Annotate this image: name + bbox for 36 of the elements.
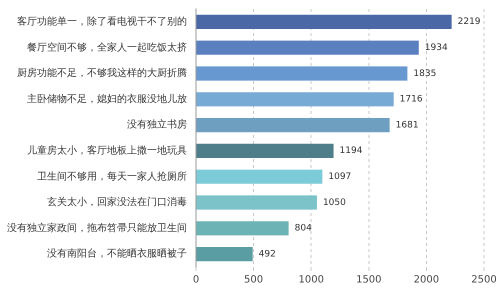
bar — [196, 66, 408, 81]
y-tick-label: 玄关太小，回家没法在门口消毒 — [47, 196, 187, 208]
bar — [196, 40, 419, 55]
bar — [196, 144, 334, 158]
x-tick-label: 0 — [192, 274, 200, 286]
data-label: 1835 — [413, 68, 436, 79]
x-tick-label: 1000 — [298, 274, 324, 286]
bar — [196, 170, 322, 184]
y-tick-label: 没有南阳台，不能晒衣服晒被子 — [47, 248, 187, 260]
y-tick-label: 厨房功能不足，不够我这样的大厨折腾 — [17, 67, 187, 80]
y-tick-label: 卫生间不够用，每天一家人抢厕所 — [37, 170, 187, 182]
data-label: 1097 — [328, 172, 352, 182]
y-tick-label: 餐厅空间不够，全家人一起吃饭太挤 — [27, 41, 187, 54]
data-label: 1681 — [396, 120, 419, 130]
data-label: 804 — [294, 224, 312, 234]
data-label: 1194 — [340, 146, 363, 156]
y-tick-label: 没有独立家政间，拖布笤帚只能放卫生间 — [7, 222, 187, 234]
x-tick-label: 500 — [244, 274, 264, 286]
data-label: 1050 — [322, 198, 346, 208]
x-tick-label: 2500 — [471, 274, 497, 286]
y-tick-label: 儿童房太小，客厅地板上撒一地玩具 — [27, 144, 187, 156]
data-label: 492 — [258, 249, 276, 260]
data-label: 1934 — [424, 43, 448, 54]
x-tick-label: 2000 — [414, 274, 440, 286]
bar — [196, 14, 452, 29]
bar — [196, 221, 289, 236]
y-tick-label: 主卧储物不足，媳妇的衣服没地儿放 — [27, 92, 187, 105]
data-label: 1716 — [400, 94, 423, 105]
bar — [196, 247, 253, 262]
bar — [196, 92, 394, 106]
y-tick-label: 客厅功能单一，除了看电视干不了别的 — [17, 15, 187, 28]
bar — [196, 118, 390, 132]
data-label: 2219 — [458, 17, 481, 28]
y-tick-label: 没有独立书房 — [127, 118, 187, 131]
bar — [196, 195, 317, 210]
x-tick-label: 1500 — [356, 274, 382, 286]
